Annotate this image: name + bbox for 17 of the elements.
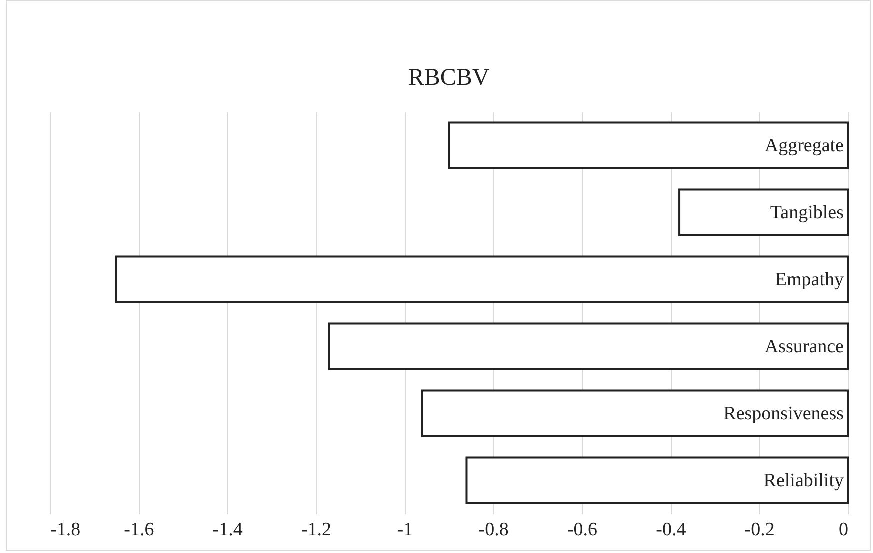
x-tick-label: -1.4 <box>212 520 244 540</box>
x-tick-label: -1 <box>397 520 414 540</box>
x-tick-label: 0 <box>839 520 848 540</box>
y-tick-label: Responsiveness <box>724 404 844 424</box>
y-tick-label: Tangibles <box>770 202 844 224</box>
y-tick-label: Reliability <box>764 470 844 492</box>
x-tick-label: -0.8 <box>478 520 509 540</box>
x-tick-label: -0.2 <box>744 520 775 540</box>
x-tick-label: -0.6 <box>567 520 598 540</box>
chart-title: RBCBV <box>408 65 490 91</box>
y-tick-label: Assurance <box>764 336 844 358</box>
x-tick-label: -1.6 <box>124 520 154 540</box>
y-tick-label: Aggregate <box>764 136 844 156</box>
x-tick-label: -1.8 <box>50 520 81 540</box>
y-tick-label: Empathy <box>775 270 844 290</box>
x-tick-label: -0.4 <box>656 520 687 540</box>
x-tick-label: -1.2 <box>301 520 332 540</box>
